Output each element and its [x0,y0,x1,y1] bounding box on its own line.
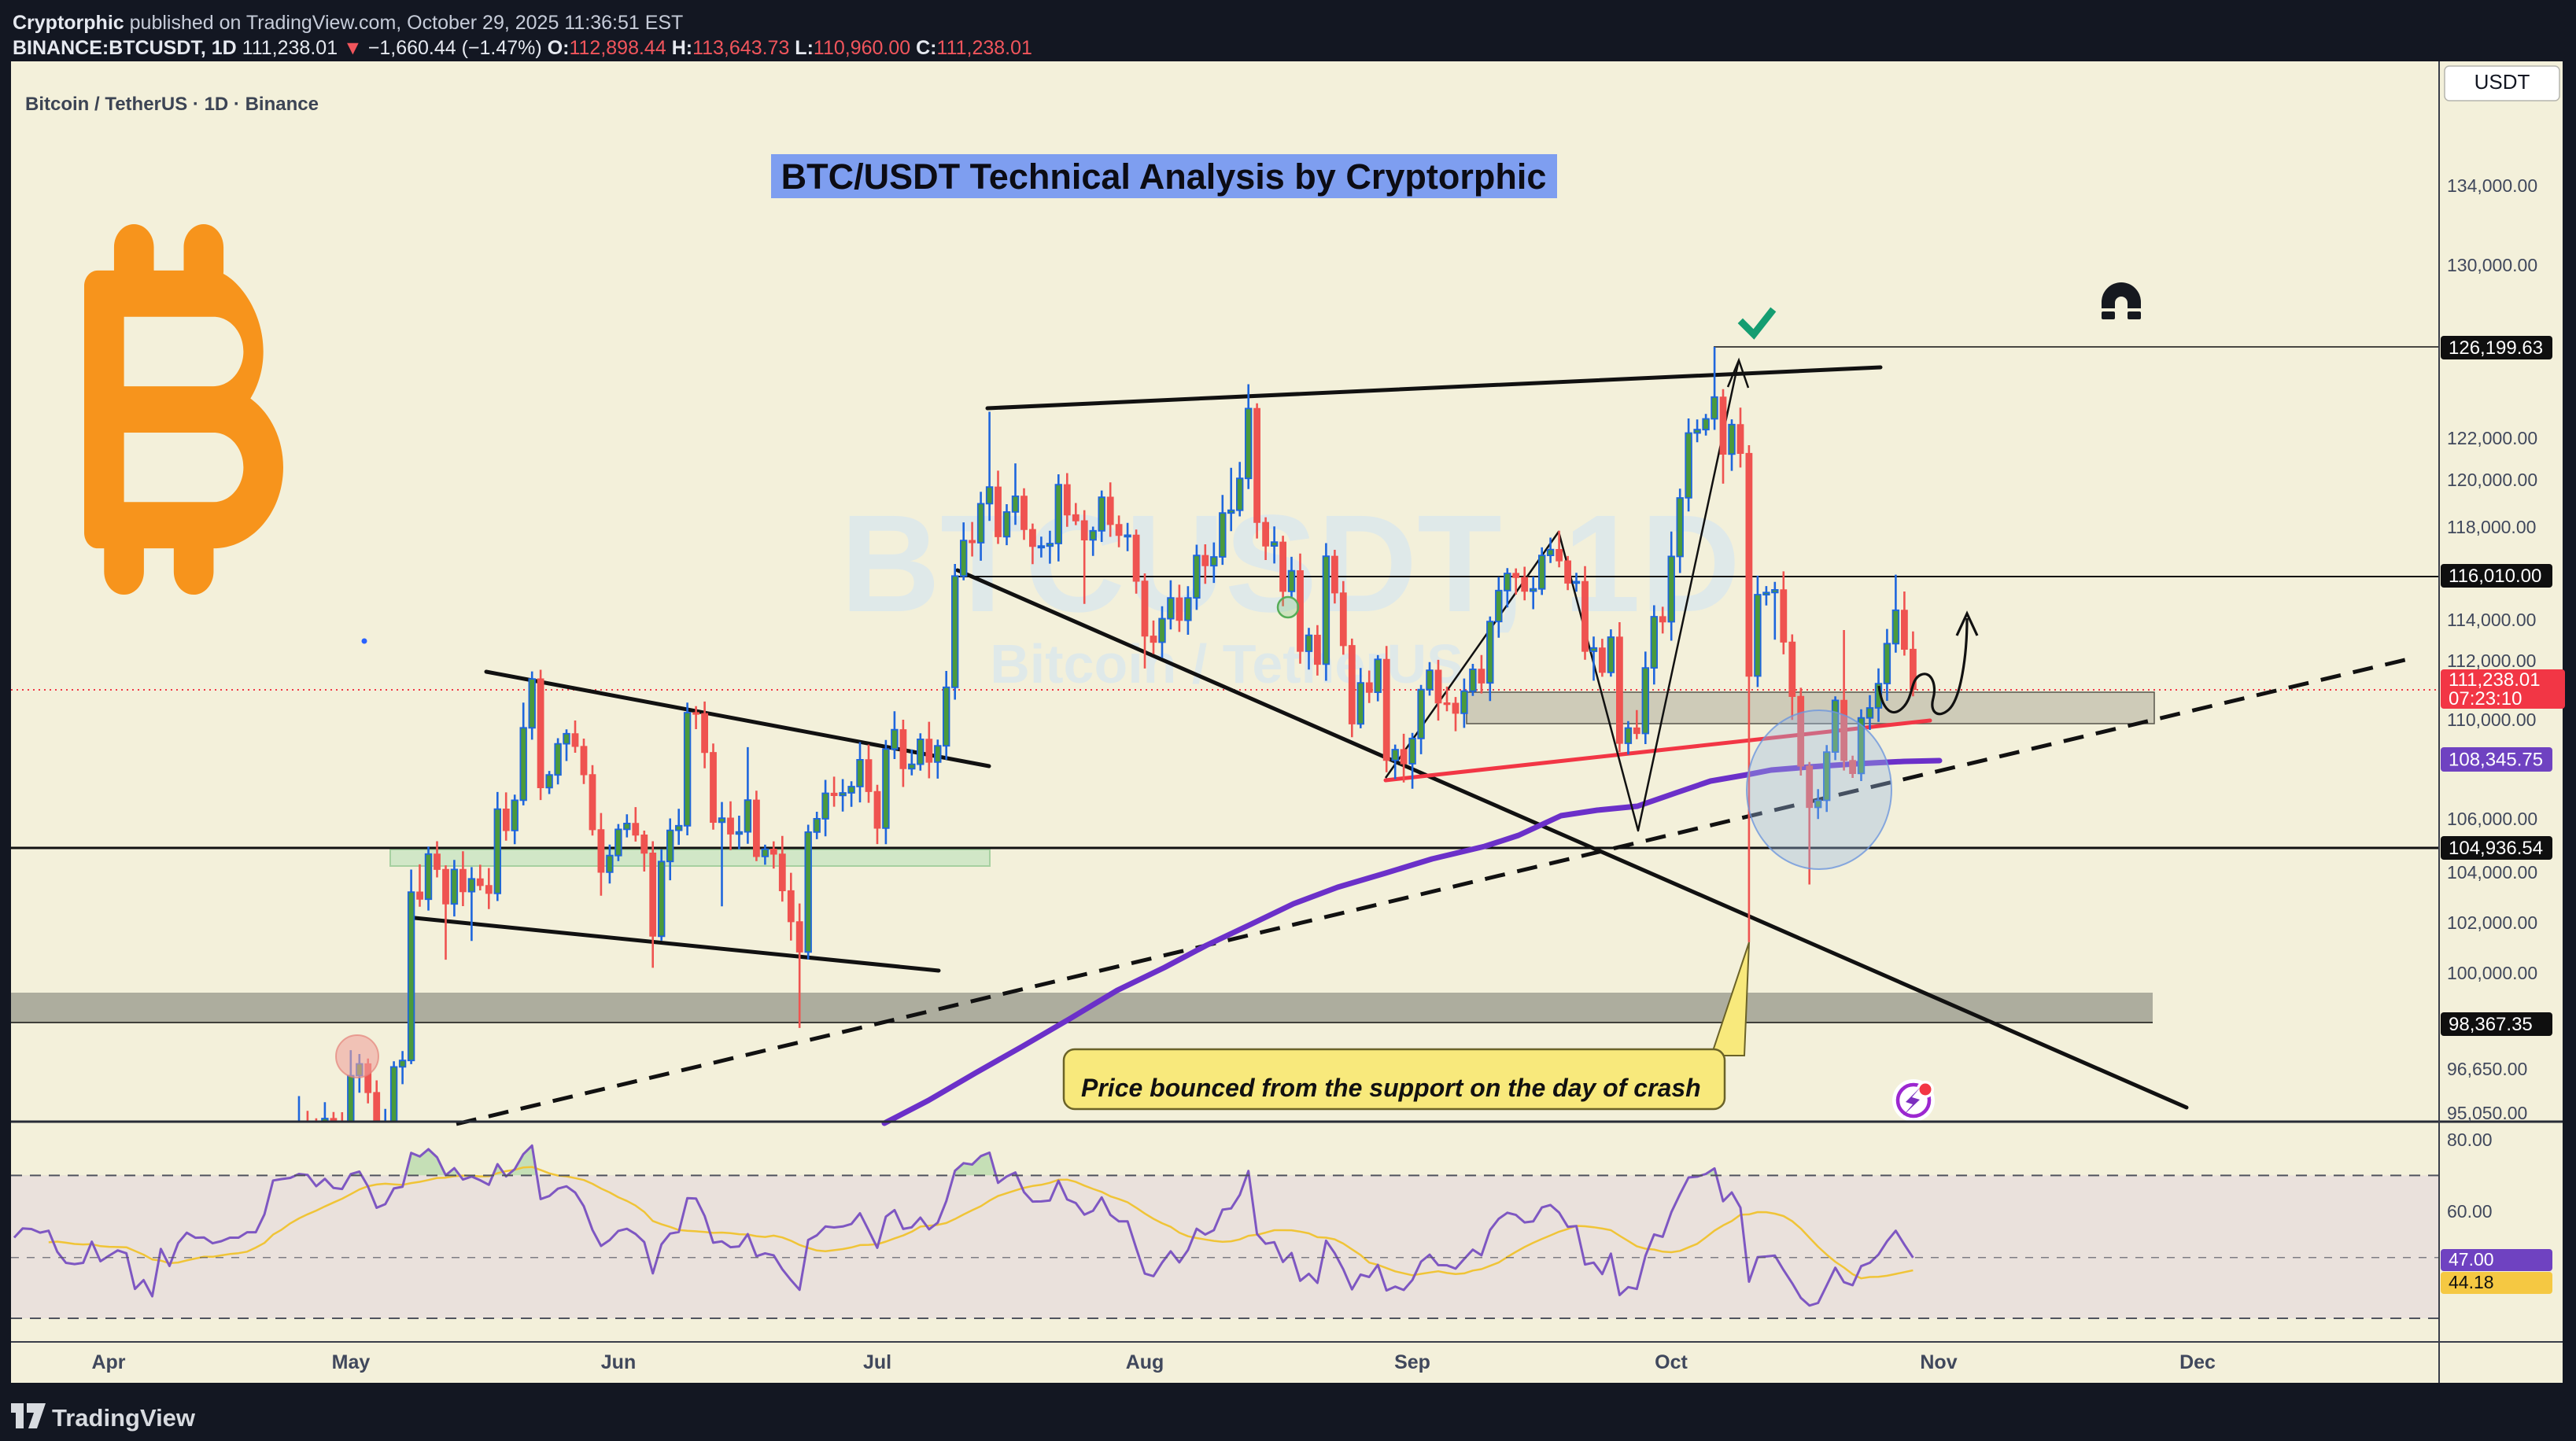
svg-text:May: May [332,1351,371,1373]
svg-text:BTC/USDT Technical Analysis by: BTC/USDT Technical Analysis by Cryptorph… [781,157,1547,197]
svg-text:106,000.00: 106,000.00 [2447,809,2537,829]
svg-text:108,345.75: 108,345.75 [2449,750,2543,771]
svg-text:110,000.00: 110,000.00 [2447,709,2536,730]
svg-text:Jul: Jul [863,1351,891,1373]
svg-text:96,650.00: 96,650.00 [2447,1059,2527,1079]
svg-text:Nov: Nov [1920,1351,1957,1373]
svg-text:Bitcoin / TetherUS · 1D · Bina: Bitcoin / TetherUS · 1D · Binance [25,94,319,115]
svg-text:TradingView: TradingView [52,1404,196,1432]
svg-text:80.00: 80.00 [2447,1130,2493,1150]
svg-text:134,000.00: 134,000.00 [2447,175,2537,196]
svg-text:Dec: Dec [2179,1351,2216,1373]
svg-text:Apr: Apr [91,1351,125,1373]
svg-text:102,000.00: 102,000.00 [2447,912,2537,933]
svg-text:122,000.00: 122,000.00 [2447,428,2537,448]
svg-text:111,238.01: 111,238.01 [2449,669,2541,691]
svg-text:07:23:10: 07:23:10 [2449,688,2522,709]
svg-text:Price bounced from the support: Price bounced from the support on the da… [1081,1074,1701,1102]
svg-text:126,199.63: 126,199.63 [2449,337,2543,359]
svg-text:Jun: Jun [601,1351,636,1373]
svg-text:USDT: USDT [2475,70,2530,94]
svg-text:116,010.00: 116,010.00 [2449,566,2541,587]
svg-text:Bitcoin / TetherUS: Bitcoin / TetherUS [990,633,1463,695]
svg-text:47.00: 47.00 [2449,1249,2494,1270]
svg-text:114,000.00: 114,000.00 [2447,610,2536,630]
svg-text:98,367.35: 98,367.35 [2449,1014,2533,1035]
svg-text:104,936.54: 104,936.54 [2449,838,2543,859]
svg-text:104,000.00: 104,000.00 [2447,862,2537,883]
svg-text:112,000.00: 112,000.00 [2447,650,2536,671]
svg-text:Sep: Sep [1394,1351,1430,1373]
svg-text:120,000.00: 120,000.00 [2447,470,2537,490]
svg-text:Cryptorphic published on Tradi: Cryptorphic published on TradingView.com… [13,12,683,34]
svg-text:Aug: Aug [1126,1351,1164,1373]
svg-text:95,050.00: 95,050.00 [2447,1103,2527,1123]
svg-text:118,000.00: 118,000.00 [2447,517,2536,537]
svg-text:130,000.00: 130,000.00 [2447,255,2537,275]
svg-text:100,000.00: 100,000.00 [2447,963,2537,983]
svg-text:60.00: 60.00 [2447,1201,2493,1222]
svg-text:44.18: 44.18 [2449,1272,2494,1292]
svg-text:BINANCE:BTCUSDT, 1D 111,238.01: BINANCE:BTCUSDT, 1D 111,238.01 ▼ −1,660.… [13,37,1032,59]
svg-text:Oct: Oct [1655,1351,1688,1373]
